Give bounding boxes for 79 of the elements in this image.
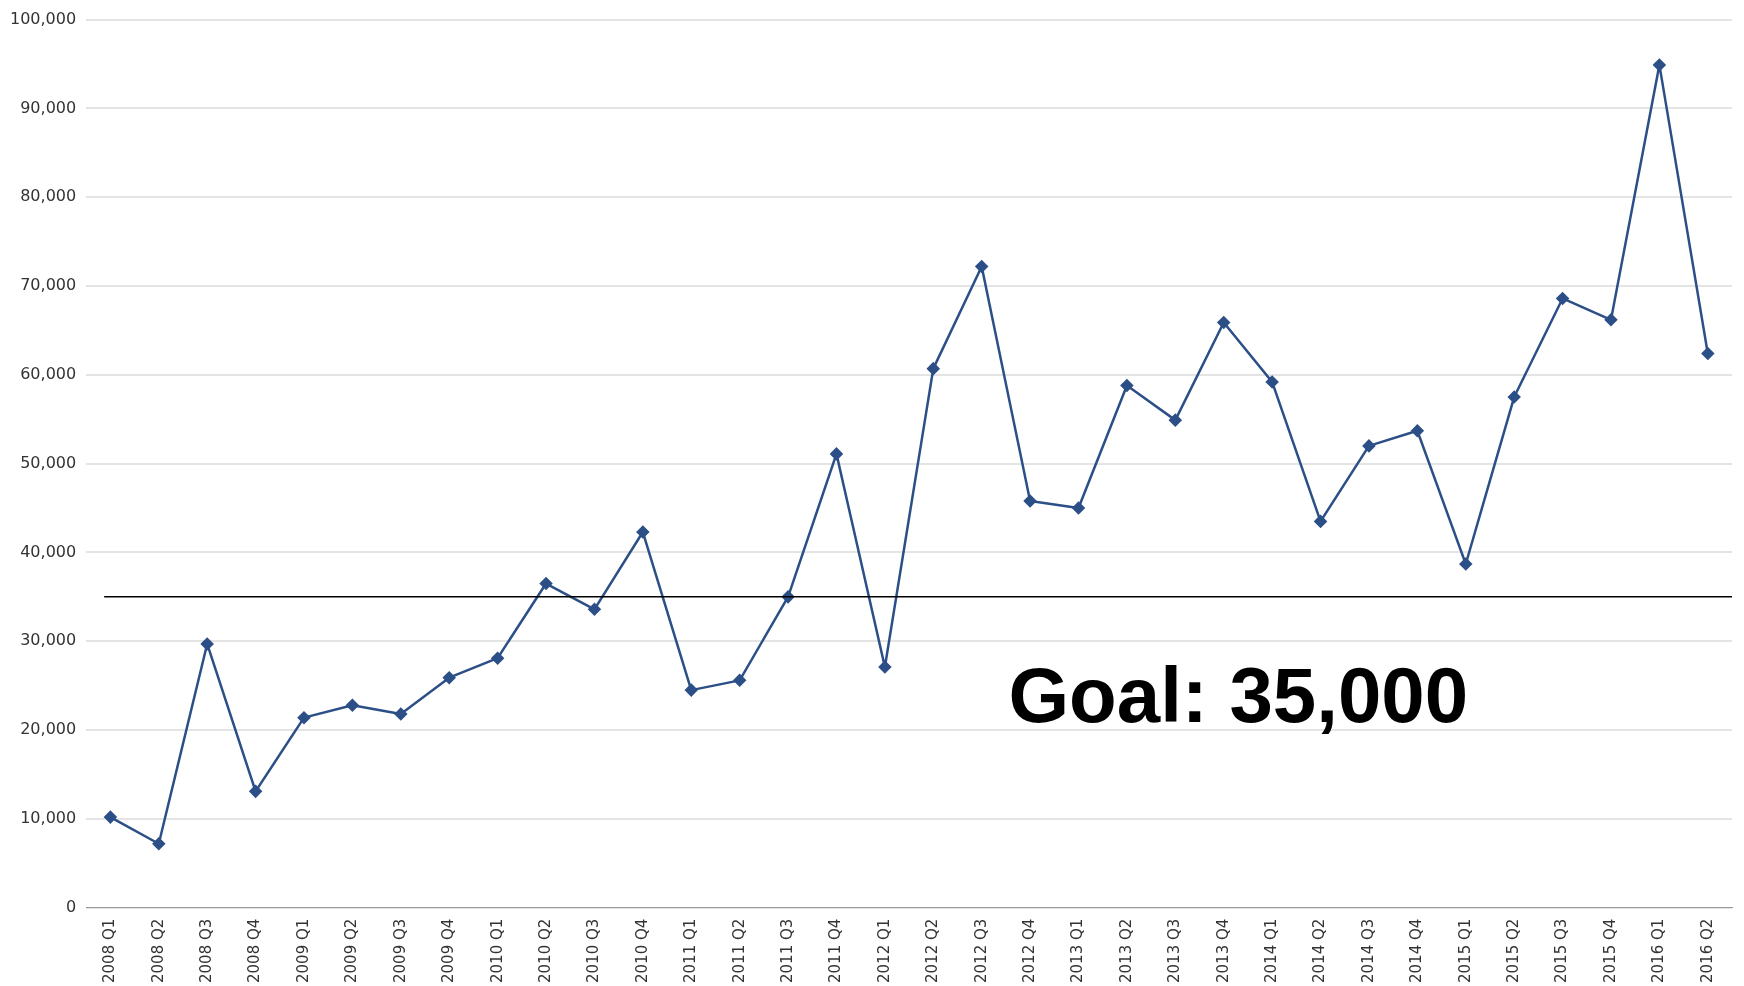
y-tick-label: 60,000 <box>20 364 77 383</box>
x-tick-label: 2009 Q4 <box>439 918 458 983</box>
x-tick-label: 2010 Q2 <box>535 918 554 983</box>
x-tick-label: 2015 Q4 <box>1600 918 1619 983</box>
ref-line-label: Goal: 35,000 <box>1008 651 1469 740</box>
x-tick-label: 2011 Q4 <box>826 918 845 983</box>
y-tick-label: 0 <box>65 896 77 916</box>
x-tick-label: 2012 Q3 <box>971 918 990 983</box>
x-tick-label: 2016 Q1 <box>1649 918 1668 983</box>
point <box>346 698 359 712</box>
point <box>1701 347 1715 360</box>
y-tick-label: 100,000 <box>9 8 77 28</box>
x-tick-label: 2008 Q4 <box>245 918 264 983</box>
point <box>878 660 892 674</box>
y-tick-label: 20,000 <box>20 719 77 739</box>
point <box>1459 557 1473 571</box>
point <box>539 577 553 590</box>
x-tick-label: 2013 Q4 <box>1213 918 1232 983</box>
x-tick-label: 2012 Q2 <box>923 918 942 983</box>
point <box>1604 313 1618 327</box>
x-tick-label: 2015 Q3 <box>1552 918 1571 983</box>
x-tick-label: 2011 Q3 <box>777 918 796 983</box>
x-tick-label: 2009 Q2 <box>342 918 361 983</box>
x-tick-label: 2015 Q1 <box>1455 918 1474 983</box>
y-tick-label: 80,000 <box>20 186 77 206</box>
x-tick-label: 2012 Q4 <box>1019 918 1038 983</box>
y-tick-label: 90,000 <box>20 97 77 117</box>
x-tick-label: 2015 Q2 <box>1504 918 1523 983</box>
x-tick-label: 2009 Q3 <box>390 918 409 983</box>
point <box>1314 515 1327 528</box>
x-tick-label: 2010 Q3 <box>584 918 603 983</box>
point <box>1411 424 1424 438</box>
x-tick-label: 2014 Q2 <box>1310 918 1329 983</box>
x-tick-label: 2008 Q2 <box>148 918 167 983</box>
point <box>1556 292 1569 305</box>
x-tick-label: 2014 Q3 <box>1358 918 1377 983</box>
x-tick-label: 2013 Q3 <box>1165 918 1184 983</box>
y-tick-label: 50,000 <box>20 452 77 472</box>
x-tick-label: 2010 Q1 <box>487 918 506 983</box>
point <box>104 810 117 824</box>
point <box>1072 501 1085 515</box>
point <box>200 637 214 651</box>
point <box>394 707 408 721</box>
y-tick-label: 10,000 <box>20 808 77 828</box>
point <box>685 683 698 697</box>
x-tick-label: 2014 Q4 <box>1407 918 1426 983</box>
point <box>491 651 504 665</box>
point <box>152 837 166 851</box>
point <box>442 671 456 684</box>
point <box>975 260 988 273</box>
x-tick-label: 2016 Q2 <box>1697 918 1716 983</box>
y-tick-label: 70,000 <box>20 275 77 295</box>
point <box>1169 413 1182 427</box>
point <box>1120 379 1134 392</box>
point <box>636 525 650 539</box>
y-tick-label: 30,000 <box>20 630 77 650</box>
x-tick-label: 2013 Q2 <box>1116 918 1135 983</box>
point <box>1217 316 1230 329</box>
x-tick-label: 2013 Q1 <box>1068 918 1087 983</box>
point <box>588 603 601 616</box>
point <box>1362 439 1376 453</box>
x-tick-label: 2009 Q1 <box>293 918 312 983</box>
x-tick-label: 2008 Q1 <box>100 918 119 983</box>
x-tick-label: 2012 Q1 <box>874 918 893 983</box>
point <box>1507 390 1521 404</box>
point <box>1653 58 1666 72</box>
x-tick-label: 2010 Q4 <box>632 918 651 983</box>
point <box>1023 494 1037 508</box>
x-tick-label: 2014 Q1 <box>1262 918 1281 983</box>
point <box>297 711 311 724</box>
x-tick-label: 2011 Q1 <box>681 918 700 983</box>
y-tick-label: 40,000 <box>20 541 77 561</box>
point <box>733 674 746 687</box>
x-tick-label: 2011 Q2 <box>729 918 748 983</box>
point <box>927 362 940 375</box>
x-tick-label: 2008 Q3 <box>197 918 216 983</box>
point <box>249 785 262 798</box>
point <box>1265 375 1279 389</box>
point <box>830 447 843 461</box>
